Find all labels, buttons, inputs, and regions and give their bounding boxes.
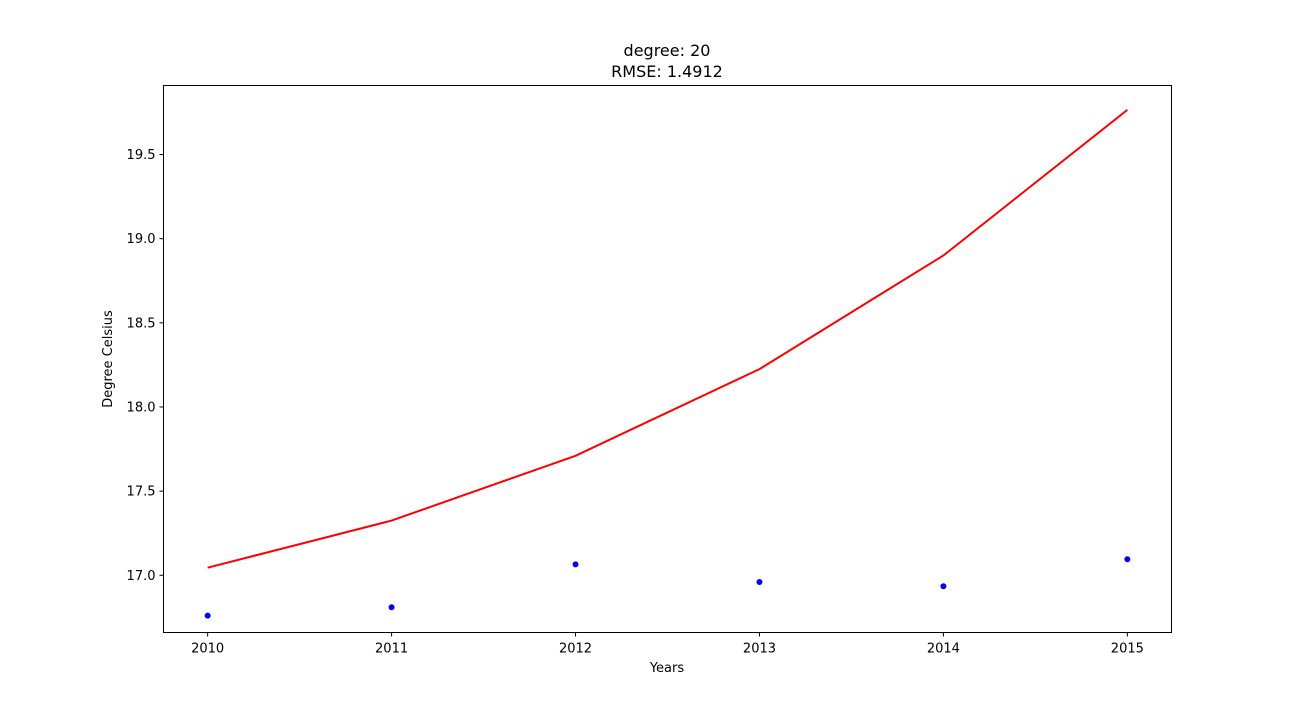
data-point	[756, 579, 763, 586]
data-point	[572, 561, 579, 568]
data-point	[1124, 556, 1131, 563]
plot-area	[204, 109, 1131, 619]
y-tick-label: 19.0	[127, 232, 156, 247]
data-point	[204, 612, 211, 619]
y-tick-label: 17.5	[127, 485, 156, 500]
x-tick-label: 2014	[927, 642, 960, 657]
x-tick-label: 2010	[191, 642, 224, 657]
x-tick-label: 2012	[559, 642, 592, 657]
x-tick-label: 2013	[743, 642, 776, 657]
x-axis: 2010 2011 2012 2013 2014 2015	[191, 632, 1144, 657]
x-axis-label: Years	[649, 661, 685, 676]
chart-title-line-1: degree: 20	[624, 41, 711, 60]
fit-line	[207, 109, 1128, 569]
y-tick-label: 18.5	[127, 316, 156, 331]
chart-title-line-2: RMSE: 1.4912	[611, 62, 723, 81]
x-tick-label: 2011	[375, 642, 408, 657]
y-tick-label: 17.0	[127, 569, 156, 584]
axes-frame	[163, 85, 1172, 633]
data-point	[940, 583, 947, 590]
y-axis: 17.0 17.5 18.0 18.5 19.0 19.5	[127, 148, 164, 584]
x-tick-label: 2015	[1111, 642, 1144, 657]
y-tick-label: 19.5	[127, 148, 156, 163]
data-point	[388, 604, 395, 611]
y-axis-label: Degree Celsius	[101, 310, 116, 408]
y-tick-label: 18.0	[127, 400, 156, 415]
